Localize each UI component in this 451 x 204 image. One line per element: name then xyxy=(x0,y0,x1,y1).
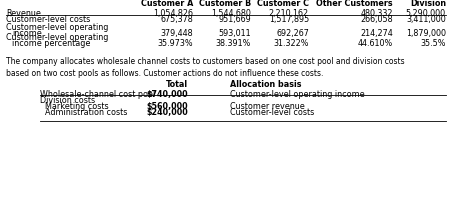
Text: Customer revenue: Customer revenue xyxy=(230,102,304,111)
Text: 1,517,895: 1,517,895 xyxy=(268,15,308,24)
Text: 1,544,680: 1,544,680 xyxy=(211,9,250,18)
Text: The company allocates wholesale channel costs to customers based on one cost poo: The company allocates wholesale channel … xyxy=(6,57,404,79)
Text: $560,000: $560,000 xyxy=(146,102,188,111)
Text: 38.391%: 38.391% xyxy=(215,39,250,48)
Text: 675,378: 675,378 xyxy=(160,15,193,24)
Text: 35.973%: 35.973% xyxy=(157,39,193,48)
Text: 379,448: 379,448 xyxy=(160,29,193,38)
Text: Revenue: Revenue xyxy=(6,9,41,18)
Text: Total: Total xyxy=(166,80,188,89)
Text: 593,011: 593,011 xyxy=(218,29,250,38)
Text: 951,669: 951,669 xyxy=(218,15,250,24)
Text: Customer A: Customer A xyxy=(140,0,193,8)
Text: $740,000: $740,000 xyxy=(146,90,188,99)
Text: Division costs: Division costs xyxy=(40,96,95,105)
Text: 31.322%: 31.322% xyxy=(273,39,308,48)
Text: 214,274: 214,274 xyxy=(359,29,392,38)
Text: 3,411,000: 3,411,000 xyxy=(405,15,445,24)
Text: Allocation basis: Allocation basis xyxy=(230,80,301,89)
Text: 1,054,826: 1,054,826 xyxy=(152,9,193,18)
Text: 35.5%: 35.5% xyxy=(419,39,445,48)
Text: 5,290,000: 5,290,000 xyxy=(405,9,445,18)
Text: 692,267: 692,267 xyxy=(276,29,308,38)
Text: Customer-level costs: Customer-level costs xyxy=(230,108,313,117)
Text: 266,058: 266,058 xyxy=(359,15,392,24)
Text: Division: Division xyxy=(409,0,445,8)
Text: Other Customers: Other Customers xyxy=(316,0,392,8)
Text: 2,210,162: 2,210,162 xyxy=(268,9,308,18)
Text: Customer B: Customer B xyxy=(198,0,250,8)
Text: $240,000: $240,000 xyxy=(146,108,188,117)
Text: Marketing costs: Marketing costs xyxy=(40,102,108,111)
Text: 1,879,000: 1,879,000 xyxy=(405,29,445,38)
Text: Customer-level costs: Customer-level costs xyxy=(6,15,90,24)
Text: Administration costs: Administration costs xyxy=(40,108,127,117)
Text: Customer C: Customer C xyxy=(257,0,308,8)
Text: 44.610%: 44.610% xyxy=(357,39,392,48)
Text: income percentage: income percentage xyxy=(12,39,90,48)
Text: Wholesale-channel cost pool: Wholesale-channel cost pool xyxy=(40,90,155,99)
Text: Customer-level operating income: Customer-level operating income xyxy=(230,90,364,99)
Text: 480,332: 480,332 xyxy=(360,9,392,18)
Text: Customer-level operating: Customer-level operating xyxy=(6,23,108,32)
Text: Customer-level operating: Customer-level operating xyxy=(6,33,108,42)
Text: income: income xyxy=(12,29,41,38)
